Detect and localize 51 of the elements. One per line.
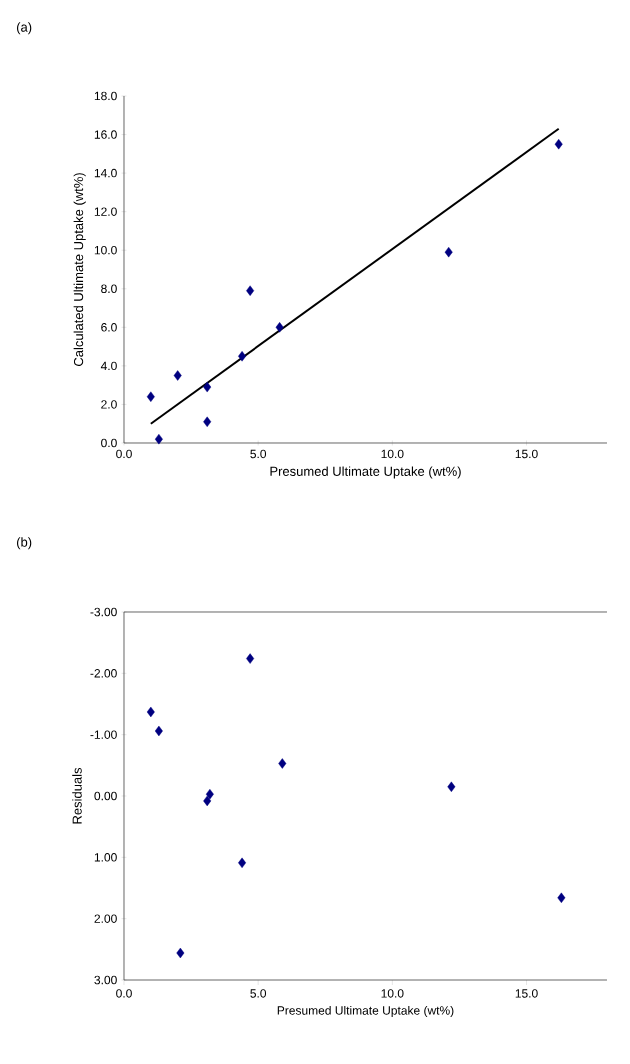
point [246, 285, 255, 296]
point [238, 351, 247, 362]
point [203, 795, 212, 807]
x-tick-label: 5.0 [250, 449, 267, 459]
y-tick-label: 4.0 [100, 361, 117, 371]
point [176, 947, 185, 959]
y-tick-label: 3.00 [94, 975, 117, 985]
y-tick-label: 18.0 [94, 91, 117, 101]
y-tick-label: 0.0 [101, 438, 117, 448]
x-tick-label: 10.0 [381, 989, 404, 998]
point [238, 857, 247, 869]
y-tick-label: 1.00 [94, 853, 117, 862]
x-tick-label: 0.0 [116, 989, 132, 998]
y-tick-label: 14.0 [94, 168, 117, 178]
point [154, 433, 163, 445]
y-tick-label: 12.0 [94, 207, 117, 216]
point [203, 416, 212, 427]
y-tick-label: 6.0 [101, 323, 117, 332]
point [447, 781, 456, 792]
y-tick-label: -3.00 [90, 607, 117, 617]
point [275, 322, 284, 333]
x-tick-label: 15.0 [515, 989, 538, 998]
text: (b) [17, 537, 32, 550]
x-axis-title: Presumed Ultimate Uptake (wt%) [277, 1005, 454, 1018]
point [173, 370, 182, 381]
point [203, 381, 212, 393]
point [154, 725, 163, 737]
point [205, 788, 214, 800]
y-tick-label: 2.0 [101, 400, 117, 409]
point [278, 758, 287, 769]
x-tick-label: 5.0 [250, 989, 267, 998]
y-tick-label: 16.0 [94, 130, 117, 139]
y-tick-label: -2.00 [90, 669, 117, 678]
point [444, 246, 453, 258]
x-tick-label: 15.0 [515, 449, 538, 459]
y-tick-label: 2.00 [94, 914, 117, 923]
x-tick-label: 10.0 [381, 449, 404, 459]
point [246, 653, 255, 664]
y-tick-label: 0.00 [94, 791, 117, 801]
text: (a) [17, 22, 32, 35]
y-tick-label: 8.0 [101, 284, 117, 294]
point [146, 391, 155, 402]
point [146, 706, 155, 718]
y-tick-label: 10.0 [94, 245, 117, 255]
x-tick-label: 0.0 [116, 449, 132, 459]
point [557, 892, 566, 904]
y-axis-title: Calculated Ultimate Uptake (wt%) [73, 173, 86, 367]
x-axis-title: Presumed Ultimate Uptake (wt%) [270, 466, 461, 479]
y-tick-label: -1.00 [90, 730, 117, 739]
y-axis-title: Residuals [72, 767, 82, 824]
point [554, 138, 563, 150]
